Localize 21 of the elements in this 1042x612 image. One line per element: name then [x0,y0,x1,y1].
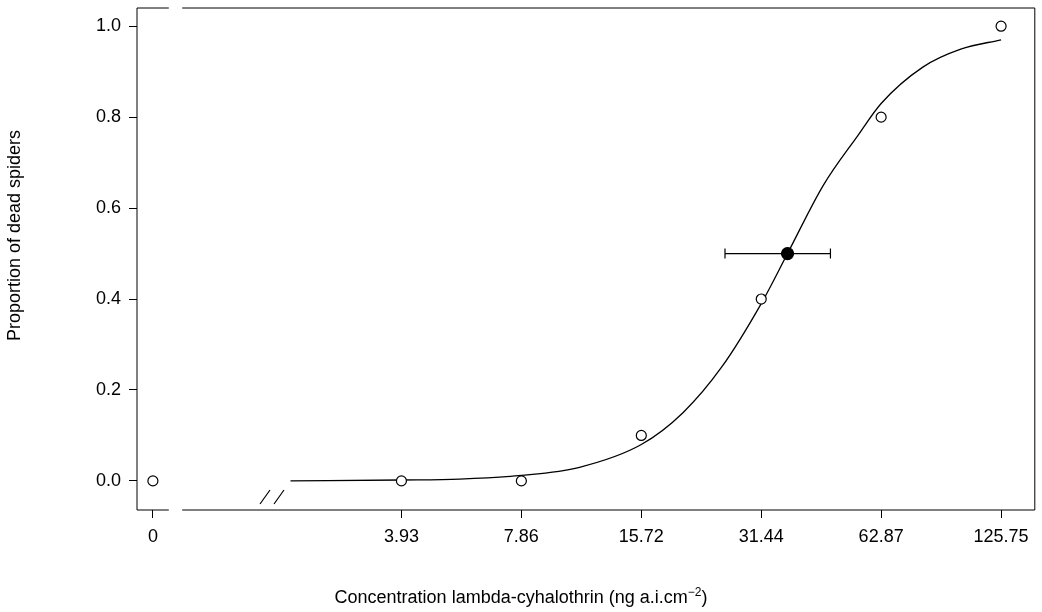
x-tick-label: 62.87 [858,525,904,546]
x-tick-label: 125.75 [973,525,1029,546]
y-tick-label: 0.0 [95,469,121,490]
point [395,475,408,487]
y-tick-label: 0.8 [95,106,121,127]
point [755,293,767,305]
y-axis-title: Proportion of dead spiders [4,129,26,341]
y-tick-label: 0.6 [95,197,121,218]
point [995,20,1007,32]
y-tick-label: 1.0 [95,15,121,36]
y-tick-label: 0.2 [95,378,121,399]
x-tick-label: 3.93 [383,525,419,546]
x-tick-label: 31.44 [738,525,784,546]
x-tick-label: 0 [147,525,158,546]
point [515,475,527,487]
x-tick-label: 7.86 [503,525,539,546]
point [635,429,647,442]
y-tick-label: 0.4 [95,287,121,308]
x-axis-title: Concentration lambda-cyhalothrin (ng a.i.cm$^{−2}$) [334,585,708,607]
x-tick-label: 15.72 [618,525,664,546]
point [875,111,887,123]
